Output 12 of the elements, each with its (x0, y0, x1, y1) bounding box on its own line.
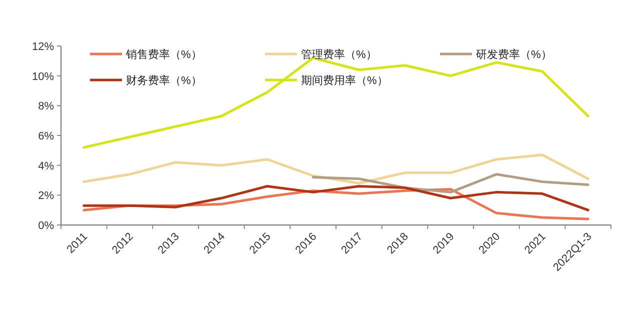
legend-label: 财务费率（%） (126, 74, 202, 87)
y-tick-label: 6% (38, 130, 54, 142)
y-tick-label: 4% (38, 160, 54, 172)
legend-label: 销售费率（%） (125, 48, 202, 61)
y-tick-label: 8% (38, 100, 54, 113)
y-tick-label: 2% (38, 190, 54, 202)
y-tick-label: 0% (38, 220, 54, 232)
y-tick-label: 12% (32, 41, 54, 53)
y-tick-label: 10% (32, 70, 54, 83)
legend-label: 期间费用率（%） (301, 74, 388, 87)
legend-label: 研发费率（%） (476, 48, 552, 61)
legend-label: 管理费率（%） (301, 48, 377, 61)
